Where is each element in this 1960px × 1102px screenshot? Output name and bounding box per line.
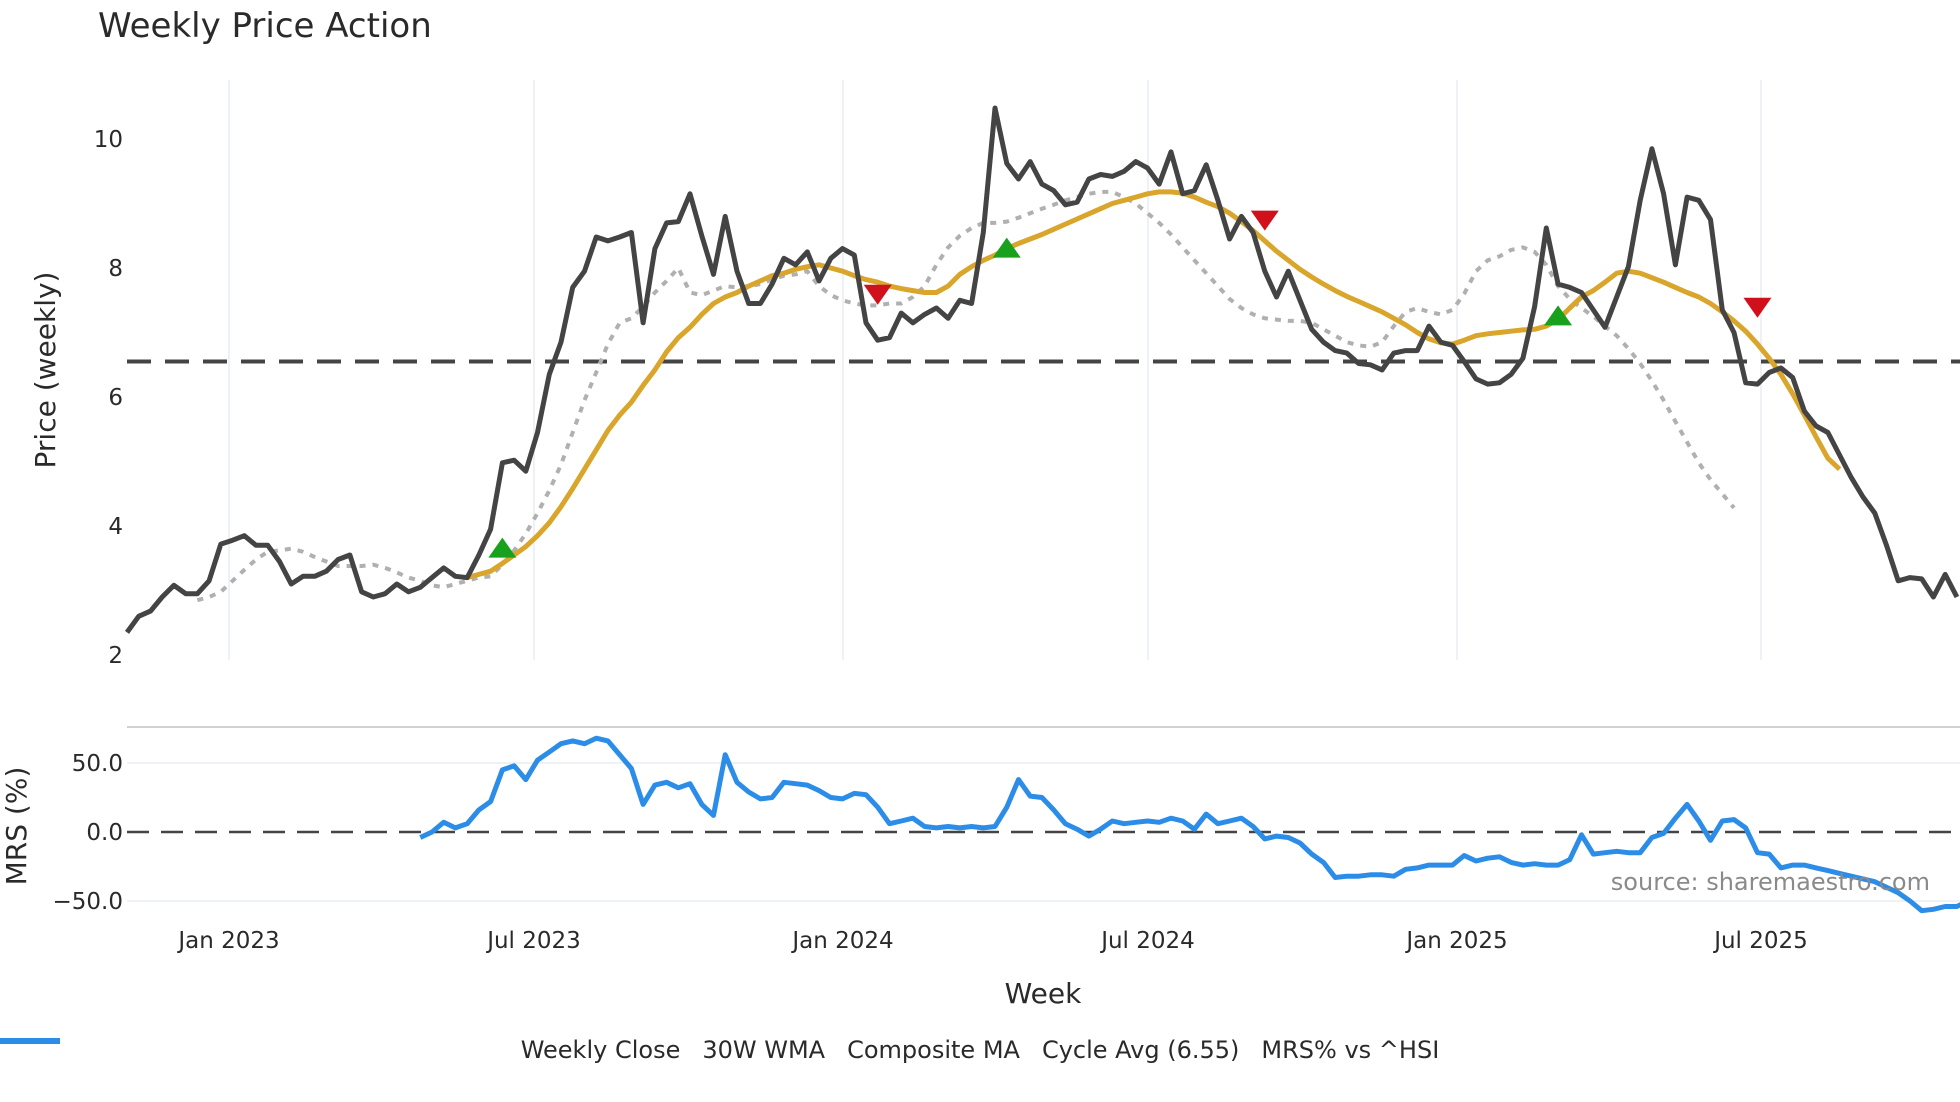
y-tick-label: 10: [94, 127, 123, 153]
buy-signal-up-triangle-icon: [992, 237, 1021, 258]
axes: Jan 2023 Jul 2023 Jan 2024 Jul 2024 Jan 2025…: [0, 127, 1808, 1010]
legend-label: MRS% vs ^HSI: [1261, 1036, 1440, 1064]
wma-30w-line: [466, 189, 1842, 581]
x-tick-label: Jul 2025: [1712, 928, 1808, 954]
mrs-line: [419, 735, 1960, 914]
y-axis-title: Price (weekly): [29, 272, 62, 469]
x-axis-title: Week: [1005, 977, 1082, 1010]
legend-label: Cycle Avg (6.55): [1041, 1036, 1240, 1064]
legend-label: 30W WMA: [702, 1036, 826, 1064]
vertical-gridlines: [127, 80, 1960, 902]
x-tick-label: Jul 2023: [485, 928, 581, 954]
chart-title: Weekly Price Action: [98, 6, 432, 46]
legend-item[interactable]: Cycle Avg (6.55): [0, 1036, 1240, 1064]
sell-signal-down-triangle-icon: [863, 284, 892, 305]
x-tick-label: Jul 2024: [1099, 928, 1195, 954]
y-tick-label: 0.0: [86, 820, 123, 846]
source-annotation: source: sharemaestro.com: [1611, 868, 1930, 896]
x-tick-label: Jan 2024: [790, 928, 893, 954]
sell-signal-down-triangle-icon: [1250, 210, 1279, 231]
y-tick-label: 4: [108, 514, 123, 540]
x-tick-label: Jan 2023: [176, 928, 279, 954]
legend-label: Weekly Close: [520, 1036, 681, 1064]
buy-signal-up-triangle-icon: [1544, 305, 1573, 326]
legend-label: Composite MA: [847, 1036, 1020, 1064]
weekly-close-line: [124, 105, 1960, 634]
y-tick-label: −50.0: [53, 889, 123, 915]
y-tick-label: 2: [108, 643, 123, 669]
mrs-panel: source: sharemaestro.com: [127, 735, 1960, 914]
buy-signal-up-triangle-icon: [488, 537, 517, 558]
composite-ma-line: [196, 189, 1736, 603]
legend: Weekly Close 30W WMA Composite MA Cycle Avg…: [0, 1036, 1960, 1064]
price-panel: [124, 105, 1960, 634]
legend-item[interactable]: Composite MA: [0, 1036, 1020, 1064]
legend-item[interactable]: Weekly Close: [0, 1036, 681, 1064]
legend-item[interactable]: MRS% vs ^HSI: [0, 1036, 1440, 1064]
sell-signal-down-triangle-icon: [1743, 297, 1772, 318]
y-tick-label: 6: [108, 385, 123, 411]
legend-swatch-icon: [0, 1038, 60, 1044]
legend-item[interactable]: 30W WMA: [0, 1036, 826, 1064]
y-tick-label: 50.0: [72, 751, 123, 777]
y-tick-label: 8: [108, 256, 123, 282]
x-tick-label: Jan 2025: [1404, 928, 1507, 954]
y-axis-title-mrs: MRS (%): [0, 767, 33, 886]
